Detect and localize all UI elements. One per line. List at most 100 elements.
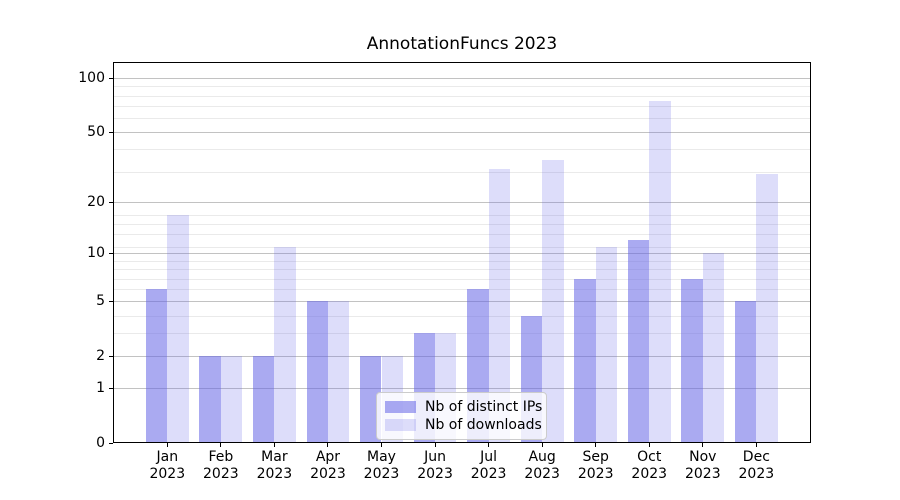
x-axis-tick-label: Nov 2023	[671, 449, 735, 483]
x-tick-month: Jun	[424, 449, 446, 465]
bar-downloads-sep	[595, 246, 618, 442]
x-tick-month: Nov	[689, 449, 717, 465]
y-axis-tick-label: 5	[96, 293, 105, 310]
x-tick-mark	[273, 443, 275, 447]
major-gridline	[114, 132, 810, 134]
x-tick-month: Dec	[742, 449, 770, 465]
bar-distinct-ips-nov	[681, 278, 703, 442]
y-axis-tick-label: 100	[78, 70, 105, 87]
x-axis-tick-label: Apr 2023	[296, 449, 360, 483]
x-tick-month: May	[367, 449, 396, 465]
x-axis-tick-label: Mar 2023	[242, 449, 306, 483]
minor-gridline	[114, 261, 810, 262]
x-tick-mark	[541, 443, 543, 447]
chart-title: AnnotationFuncs 2023	[366, 34, 558, 54]
x-tick-year: 2023	[310, 466, 346, 482]
bar-distinct-ips-mar	[253, 356, 275, 442]
y-tick-mark	[109, 442, 113, 444]
x-tick-month: Mar	[261, 449, 288, 465]
major-gridline	[114, 78, 810, 80]
bar-downloads-oct	[649, 100, 671, 442]
minor-gridline	[114, 223, 810, 225]
x-tick-mark	[648, 443, 650, 447]
minor-gridline	[114, 95, 810, 97]
x-tick-month: Aug	[528, 449, 556, 465]
x-tick-year: 2023	[631, 466, 668, 482]
legend-label-distinct-ips: Nb of distinct IPs	[425, 399, 543, 415]
minor-gridline	[114, 106, 810, 108]
major-gridline	[114, 301, 810, 303]
bar-downloads-nov	[702, 253, 725, 442]
minor-gridline	[114, 118, 810, 120]
minor-gridline	[114, 86, 810, 88]
bar-downloads-aug	[542, 159, 564, 442]
y-axis-tick-label: 50	[87, 124, 105, 141]
legend-entry-distinct-ips: Nb of distinct IPs	[385, 398, 542, 416]
x-tick-year: 2023	[417, 466, 453, 482]
x-tick-mark	[327, 443, 329, 447]
minor-gridline	[114, 289, 810, 291]
major-gridline	[114, 388, 810, 390]
x-tick-mark	[702, 443, 704, 447]
x-tick-mark	[434, 443, 436, 447]
y-tick-mark	[109, 387, 113, 389]
y-tick-mark	[109, 355, 113, 357]
y-axis-tick-label: 1	[96, 380, 105, 397]
x-tick-mark	[595, 443, 597, 447]
minor-gridline	[114, 149, 810, 151]
x-tick-month: Apr	[315, 449, 341, 465]
y-axis-tick-label: 20	[87, 194, 105, 211]
minor-gridline	[114, 246, 810, 248]
legend-swatch-downloads	[385, 419, 416, 431]
x-tick-year: 2023	[738, 466, 775, 482]
major-gridline	[114, 356, 810, 358]
x-tick-mark	[220, 443, 222, 447]
y-axis-tick-label: 0	[96, 435, 105, 451]
y-axis-tick-label: 2	[96, 348, 105, 365]
minor-gridline	[114, 171, 810, 173]
x-tick-month: Feb	[208, 449, 234, 465]
x-tick-mark	[381, 443, 382, 447]
x-axis-tick-label: Jun 2023	[403, 449, 467, 483]
bar-downloads-jan	[167, 214, 189, 442]
minor-gridline	[114, 234, 810, 236]
x-tick-month: Jan	[156, 449, 179, 465]
x-tick-year: 2023	[577, 466, 614, 482]
bar-distinct-ips-feb	[199, 356, 221, 442]
x-tick-year: 2023	[149, 466, 186, 482]
bar-downloads-feb	[220, 356, 243, 442]
x-axis-tick-label: Oct 2023	[617, 449, 681, 483]
bar-downloads-mar	[274, 246, 296, 442]
y-tick-mark	[109, 300, 113, 302]
major-gridline	[114, 253, 810, 255]
bar-downloads-apr	[327, 301, 350, 442]
x-tick-month: Jul	[480, 449, 498, 465]
bar-downloads-jul	[488, 169, 510, 442]
x-tick-mark	[755, 443, 757, 447]
major-gridline	[114, 202, 810, 204]
legend: Nb of distinct IPs Nb of downloads	[376, 392, 547, 440]
legend-label-downloads: Nb of downloads	[425, 417, 542, 433]
x-tick-month: Oct	[637, 449, 662, 465]
bar-distinct-ips-oct	[627, 240, 650, 442]
x-axis-tick-label: May 2023	[350, 449, 414, 483]
x-tick-year: 2023	[524, 466, 560, 482]
plot-area	[113, 62, 811, 443]
y-tick-mark	[109, 201, 113, 203]
x-tick-year: 2023	[684, 466, 721, 482]
legend-entry-downloads: Nb of downloads	[385, 416, 542, 434]
x-axis-tick-label: Jul 2023	[457, 449, 521, 483]
x-axis-tick-label: Feb 2023	[189, 449, 253, 483]
x-tick-month: Sep	[582, 449, 609, 465]
x-tick-year: 2023	[363, 466, 400, 482]
x-tick-mark	[166, 443, 168, 447]
y-tick-mark	[109, 77, 113, 79]
x-axis-tick-label: Dec 2023	[724, 449, 788, 483]
x-axis-tick-label: Sep 2023	[564, 449, 628, 483]
minor-gridline	[114, 214, 810, 216]
bar-distinct-ips-jan	[145, 289, 168, 442]
x-tick-year: 2023	[203, 466, 239, 482]
y-tick-mark	[109, 252, 113, 254]
minor-gridline	[114, 333, 810, 335]
